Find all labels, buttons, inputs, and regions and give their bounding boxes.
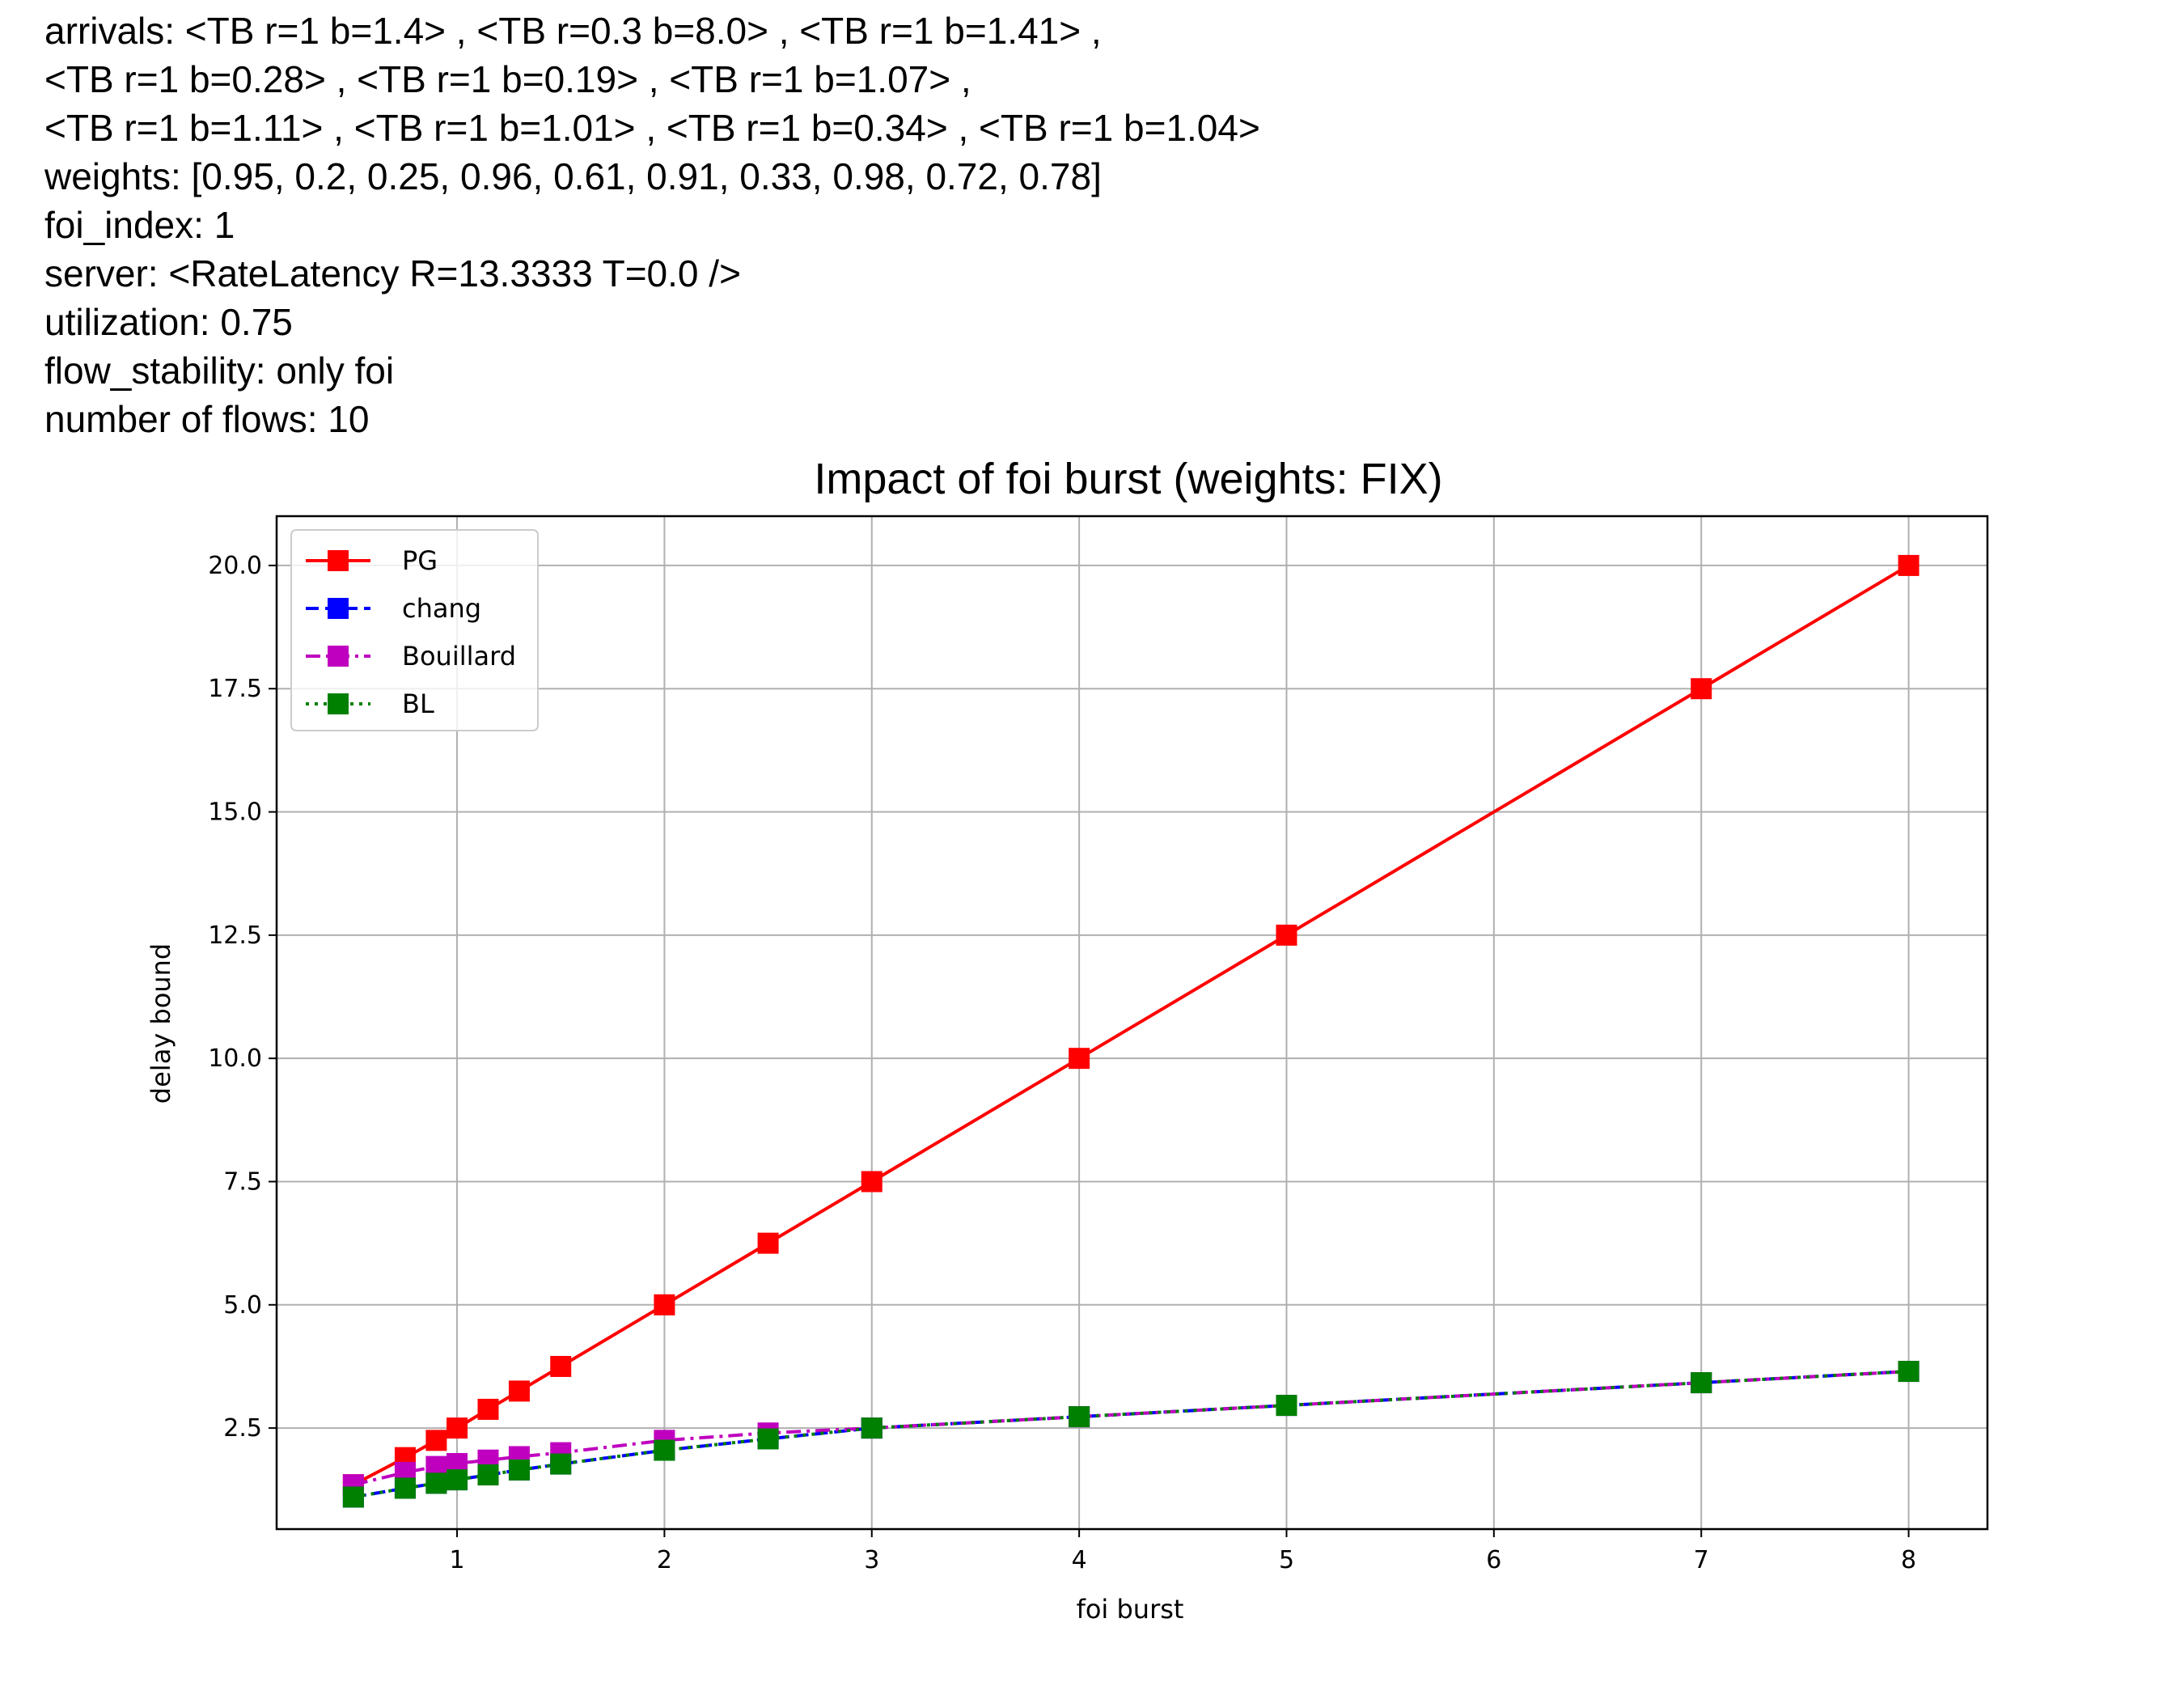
x-tick-label: 2 [657, 1546, 672, 1574]
series-line [353, 1370, 1909, 1499]
y-tick-label: 5.0 [223, 1291, 262, 1320]
legend: PG chang Bouillard BL [290, 529, 539, 731]
legend-label: chang [402, 593, 481, 624]
info-line: weights: [0.95, 0.2, 0.25, 0.96, 0.61, 0… [44, 155, 1102, 197]
data-point [342, 1486, 364, 1508]
x-tick-label: 1 [449, 1546, 464, 1574]
x-tick-label: 6 [1486, 1546, 1501, 1574]
data-point [861, 1171, 882, 1193]
data-point [757, 1428, 779, 1450]
info-line: <TB r=1 b=1.11> , <TB r=1 b=1.01> , <TB … [44, 107, 1260, 149]
data-point [447, 1469, 468, 1491]
series-line [353, 1370, 1909, 1499]
data-point [1691, 1372, 1712, 1394]
legend-marker [328, 550, 349, 571]
data-point [1276, 924, 1297, 946]
legend-label: Bouillard [402, 641, 516, 672]
info-line: server: <RateLatency R=13.3333 T=0.0 /> [44, 252, 741, 294]
data-point [425, 1430, 447, 1451]
data-point [861, 1417, 882, 1439]
legend-label: BL [402, 688, 434, 719]
data-point [550, 1355, 572, 1377]
series-pg [342, 554, 1919, 1496]
legend-box [290, 529, 539, 731]
data-point [508, 1380, 530, 1402]
info-line: <TB r=1 b=0.28> , <TB r=1 b=0.19> , <TB … [44, 58, 971, 100]
x-tick-label: 5 [1279, 1546, 1294, 1574]
data-point [394, 1477, 416, 1499]
grid-lines [277, 516, 1987, 1529]
x-tick-label: 4 [1072, 1546, 1087, 1574]
info-line: foi_index: 1 [44, 204, 235, 246]
legend-item: chang [306, 593, 481, 624]
data-point [1898, 1361, 1919, 1383]
y-tick-label: 20.0 [208, 552, 262, 580]
data-point [654, 1439, 675, 1461]
data-point [550, 1453, 572, 1475]
data-point [654, 1294, 675, 1316]
y-axis-label: delay bound [146, 943, 176, 1104]
data-point [477, 1398, 499, 1420]
data-point [1069, 1406, 1090, 1428]
info-line: flow_stability: only foi [44, 350, 395, 392]
data-point [1898, 554, 1919, 576]
y-tick-label: 2.5 [223, 1414, 262, 1443]
legend-item: Bouillard [306, 641, 516, 672]
y-tick-label: 17.5 [208, 675, 262, 703]
info-line: arrivals: <TB r=1 b=1.4> , <TB r=0.3 b=8… [44, 10, 1102, 52]
data-point [447, 1417, 468, 1439]
legend-item: BL [306, 688, 434, 719]
x-tick-label: 7 [1694, 1546, 1709, 1574]
x-tick-label: 8 [1901, 1546, 1916, 1574]
info-line: utilization: 0.75 [44, 301, 293, 343]
legend-marker [328, 598, 349, 619]
data-point [1691, 678, 1712, 700]
y-tick-label: 15.0 [208, 799, 262, 827]
data-point [425, 1472, 447, 1494]
plot-frame [275, 515, 1989, 1531]
legend-label: PG [402, 545, 438, 576]
x-axis-label: foi burst [1077, 1594, 1184, 1625]
series-line [352, 564, 1910, 1486]
data-point [508, 1459, 530, 1481]
x-tick-label: 3 [864, 1546, 879, 1574]
axis-ticks: 1 2 3 4 5 6 7 8 2.5 5.0 7.5 10.0 12.5 15.0 17.5 20.0 [208, 552, 1916, 1574]
y-tick-label: 10.0 [208, 1044, 262, 1073]
y-tick-label: 7.5 [223, 1167, 262, 1196]
run-parameters: arrivals: <TB r=1 b=1.4> , <TB r=0.3 b=8… [44, 6, 2148, 443]
legend-item: PG [306, 545, 438, 576]
info-line: number of flows: 10 [44, 398, 370, 440]
data-point [1276, 1395, 1297, 1417]
y-tick-label: 12.5 [208, 922, 262, 950]
chart-title: Impact of foi burst (weights: FIX) [814, 455, 1442, 503]
legend-marker [328, 646, 349, 667]
series-bl [342, 1361, 1919, 1508]
data-point [757, 1232, 779, 1254]
series-layer [342, 554, 1919, 1508]
data-point [1069, 1048, 1090, 1070]
legend-marker [328, 693, 349, 714]
data-point [477, 1464, 499, 1485]
